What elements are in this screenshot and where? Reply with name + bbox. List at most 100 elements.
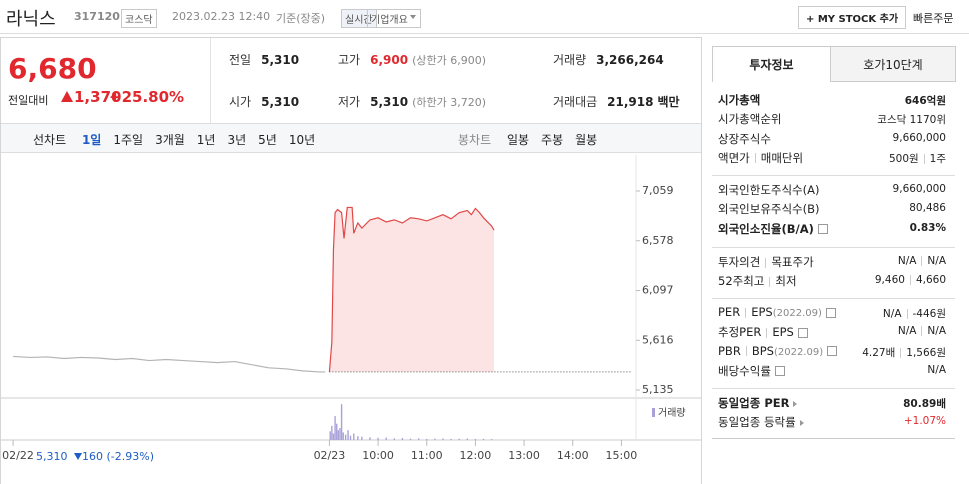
candle-tab[interactable]: 일봉 [506,133,530,147]
separator [769,276,771,287]
separator [906,309,908,319]
value-part: N/A [927,363,946,376]
down-icon [74,453,82,460]
label-part: 상장주식수 [718,131,771,146]
stat-label: 고가 [338,53,361,67]
info-label: 외국인소진율(B/A) [718,221,828,237]
period-tab[interactable]: 1년 [196,133,216,147]
change-label: 전일대비 [8,94,49,107]
value-part: 1주 [929,152,946,165]
volume-bar [417,438,420,440]
arrow-icon [793,400,798,407]
info-value: 9,660,000 [893,132,946,144]
value-part: 646억원 [904,95,946,107]
group-rule [712,298,955,299]
x-tick-label: 11:00 [411,449,443,462]
period-tab[interactable]: 3개월 [155,133,185,147]
label-part: 추정PER [718,325,762,340]
volume-bar [401,438,404,440]
stat: 고가 6,900 (상한가 6,900) [338,51,486,68]
price-line [328,206,495,372]
volume-bar [349,435,352,440]
value-part: 80.89배 [903,398,946,410]
value-part: 80,486 [909,202,946,215]
stock-code: 317120 [74,10,120,23]
x-tick-label: 14:00 [557,449,589,462]
price-line [13,355,326,373]
help-icon [774,366,785,377]
label-part: 투자의견 [718,255,761,269]
volume-bar [434,438,436,440]
stat-label: 거래량 [553,53,587,67]
period-tab[interactable]: 1일 [81,133,102,147]
info-value: 500원 1주 [889,151,946,166]
separator [766,327,768,338]
x-tick-label: 12:00 [460,449,492,462]
line-tabs: 선차트 1일 1주일 3개월 1년 3년 5년 10년 [33,131,339,148]
period-tab[interactable]: 10년 [288,133,316,147]
info-tab[interactable]: 투자정보 [712,46,831,82]
x-tick-label: 13:00 [508,449,540,462]
label-part: EPS [772,325,794,340]
group-rule [712,247,955,248]
period-tab[interactable]: 3년 [227,133,247,147]
label-part: 동일업종 PER [718,396,790,410]
my-stock-button[interactable]: + MY STOCK 추가 [798,6,907,29]
info-label: 투자의견 목표주가 [718,254,814,270]
overview-button[interactable]: 기업개요 [367,9,421,28]
panel-rule [712,438,955,439]
volume-bar [353,433,355,440]
value-part: 9,660,000 [892,131,946,144]
info-value: 646억원 [905,93,946,108]
main-box [0,37,702,484]
quick-order[interactable]: 빠른주문 [913,12,954,25]
dropdown-icon [410,15,416,19]
volume-bar [442,438,444,440]
label-part: PER [718,305,741,319]
candle-chart-label: 봉차트 [458,133,492,147]
value-part: N/A [897,255,917,267]
volume-bar [347,430,349,440]
info-value: 4.27배 1,566원 [862,345,946,360]
value-part: +1.07% [903,415,946,428]
volume-bar [331,425,333,440]
stat: 저가 5,310 (하한가 3,720) [338,93,486,110]
value-part: 500원 [888,152,919,165]
x-tick-label: 10:00 [362,449,394,462]
candle-tabs: 봉차트 일봉 주봉 월봉 [458,131,621,148]
volume-bar [409,438,412,440]
volume-bar [377,437,379,440]
volume-bar [340,404,343,440]
period-tab[interactable]: 1주일 [113,133,144,147]
stat-note: (상한가 6,900) [412,54,486,67]
candle-tab[interactable]: 월봉 [575,133,598,147]
prev-day: 5,310 160 (-2.93%) [36,450,154,463]
stat-value: 3,266,264 [596,53,664,67]
basis: 기준(장중) [276,12,326,25]
value-part: N/A [882,308,902,320]
info-label: PER EPS(2022.09) [718,305,836,319]
datetime: 2023.02.23 12:40 [172,10,271,23]
info-label: 시가총액 [718,92,760,108]
volume-bar [393,438,396,440]
legend-swatch [652,408,655,417]
stock-name: 라닉스 [6,9,56,30]
volume-bar [474,439,477,440]
period-tab[interactable]: 5년 [258,133,277,147]
period: (2022.09) [773,346,824,358]
volume-bar [339,428,341,440]
label-part: EPS [751,305,773,319]
arrow-icon [799,419,804,426]
info-value: 80.89배 [903,396,946,411]
label-part: PBR [718,343,741,358]
stat-label: 시가 [229,95,252,109]
volume-bar [342,432,344,440]
volume-bar [336,423,338,440]
separator [923,153,925,164]
candle-tab[interactable]: 주봉 [541,133,564,147]
stat: 시가 5,310 [229,93,299,110]
info-value: 9,460 4,660 [875,274,946,286]
y-tick-label: 6,097 [642,284,674,297]
label-part: 동일업종 등락률 [718,415,796,430]
info-tab[interactable]: 호가10단계 [830,46,956,82]
